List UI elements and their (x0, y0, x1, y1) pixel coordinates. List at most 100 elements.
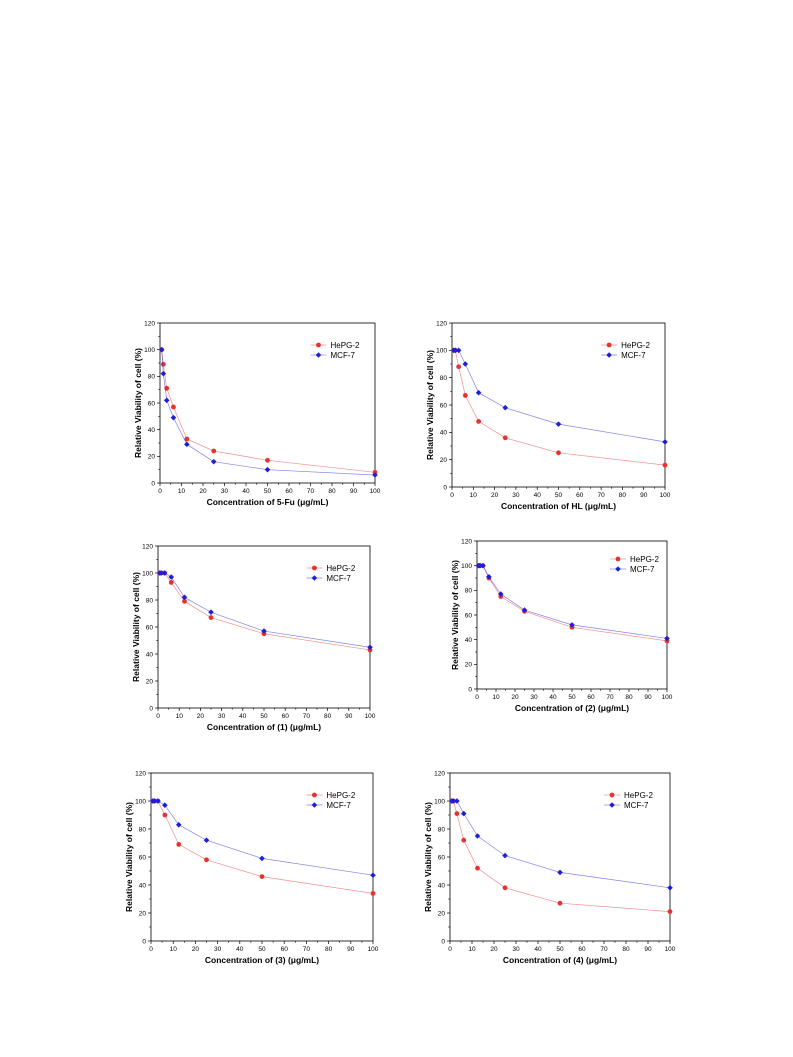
y-tick-label: 100 (142, 570, 153, 577)
data-point-mcf-7 (203, 837, 210, 843)
legend-marker-hepg-2 (312, 565, 317, 571)
x-axis-label: Concentration of (3) (μg/mL) (205, 955, 319, 965)
x-tick-label: 70 (303, 946, 311, 953)
x-tick-label: 0 (149, 946, 153, 953)
data-point-hepg-2 (162, 812, 168, 818)
y-tick-label: 120 (434, 770, 445, 777)
x-tick-label: 40 (239, 713, 247, 720)
x-tick-label: 0 (448, 946, 452, 953)
x-tick-label: 90 (345, 713, 353, 720)
y-tick-label: 120 (461, 538, 472, 545)
data-point-mcf-7 (502, 404, 509, 411)
y-tick-label: 20 (465, 662, 473, 669)
x-tick-label: 0 (450, 492, 454, 499)
legend-label-hepg-2: HePG-2 (326, 791, 355, 800)
data-point-hepg-2 (176, 842, 182, 847)
y-tick-label: 40 (438, 882, 446, 889)
y-tick-label: 20 (139, 910, 147, 917)
y-tick-label: 60 (148, 400, 156, 407)
legend-marker-mcf-7 (311, 802, 318, 808)
series-line-hepg-2 (451, 800, 671, 912)
data-point-mcf-7 (557, 869, 563, 876)
data-point-mcf-7 (170, 414, 177, 421)
x-axis-label: Concentration of (2) (μg/mL) (515, 703, 629, 713)
y-tick-label: 20 (438, 910, 446, 917)
data-point-hepg-2 (476, 419, 482, 424)
x-tick-label: 10 (468, 946, 476, 953)
x-tick-label: 30 (221, 488, 229, 495)
data-point-hepg-2 (556, 450, 561, 456)
data-point-mcf-7 (667, 885, 673, 891)
data-point-mcf-7 (502, 852, 508, 859)
y-tick-label: 100 (144, 347, 155, 354)
data-point-hepg-2 (160, 361, 166, 367)
x-tick-label: 90 (640, 492, 648, 499)
data-point-hepg-2 (184, 436, 190, 442)
x-tick-label: 90 (350, 488, 358, 495)
chart-panel-5fu: 0 10 20 30 40 50 60 70 80 90 100 0 20 40 60 80 100 120 Con… (133, 320, 381, 507)
data-point-hepg-2 (211, 448, 217, 454)
legend-marker-mcf-7 (609, 802, 615, 808)
series-line-hepg-2 (453, 349, 666, 466)
legend-marker-mcf-7 (615, 566, 621, 572)
x-tick-label: 0 (156, 713, 160, 720)
chart-panel-4: 0 10 20 30 40 50 60 70 80 90 100 0 20 40 60 80 100 120 Con… (423, 770, 676, 965)
y-tick-label: 80 (438, 826, 446, 833)
x-tick-label: 60 (285, 488, 293, 495)
y-axis-label: Relative Viability of cell (%) (450, 560, 460, 670)
legend-label-hepg-2: HePG-2 (630, 555, 659, 564)
legend-label-hepg-2: HePG-2 (624, 791, 653, 800)
x-tick-label: 10 (492, 694, 500, 701)
x-tick-label: 30 (512, 946, 520, 953)
data-point-mcf-7 (486, 573, 492, 580)
series-line-hepg-2 (161, 349, 376, 473)
data-point-hepg-2 (171, 404, 176, 410)
x-tick-label: 20 (199, 488, 207, 495)
x-tick-label: 80 (324, 713, 332, 720)
y-tick-label: 0 (149, 705, 153, 712)
x-tick-label: 10 (170, 946, 178, 953)
x-tick-label: 100 (370, 488, 381, 495)
legend-marker-hepg-2 (316, 342, 321, 348)
y-tick-label: 120 (436, 320, 447, 327)
data-point-mcf-7 (475, 389, 482, 396)
legend-label-hepg-2: HePG-2 (326, 564, 355, 573)
data-point-mcf-7 (184, 441, 190, 448)
y-tick-label: 20 (148, 454, 156, 461)
y-tick-label: 120 (142, 543, 153, 550)
x-tick-label: 50 (555, 492, 563, 499)
data-point-hepg-2 (502, 885, 508, 891)
chart-panel-1: 0 10 20 30 40 50 60 70 80 90 100 0 20 40 60 80 100 120 Con… (131, 543, 376, 732)
legend-label-mcf-7: MCF-7 (630, 565, 655, 574)
x-tick-label: 80 (328, 488, 336, 495)
y-tick-label: 20 (146, 678, 154, 685)
y-axis-label: Relative Viability of cell (%) (131, 572, 141, 682)
x-tick-label: 80 (622, 946, 630, 953)
y-tick-label: 100 (436, 348, 447, 355)
x-tick-label: 20 (192, 946, 200, 953)
y-tick-label: 80 (440, 375, 448, 382)
y-tick-label: 100 (135, 798, 146, 805)
x-tick-label: 50 (568, 694, 576, 701)
y-tick-label: 120 (144, 320, 155, 327)
y-tick-label: 80 (139, 826, 147, 833)
data-point-mcf-7 (158, 346, 165, 353)
data-point-hepg-2 (259, 874, 265, 879)
data-point-mcf-7 (460, 810, 467, 817)
legend-label-mcf-7: MCF-7 (621, 351, 646, 360)
legend-label-mcf-7: MCF-7 (624, 801, 649, 810)
data-point-mcf-7 (259, 855, 265, 862)
legend-marker-mcf-7 (315, 352, 322, 358)
legend-marker-hepg-2 (312, 792, 317, 798)
series-line-mcf-7 (453, 349, 666, 443)
data-point-mcf-7 (168, 574, 175, 580)
y-tick-label: 60 (139, 854, 147, 861)
data-point-hepg-2 (265, 457, 270, 463)
y-tick-label: 40 (139, 882, 147, 889)
data-point-mcf-7 (370, 872, 376, 878)
x-axis-label: Concentration of HL (μg/mL) (501, 501, 616, 511)
x-tick-label: 30 (530, 694, 538, 701)
legend-marker-mcf-7 (311, 575, 318, 581)
x-tick-label: 20 (511, 694, 519, 701)
y-tick-label: 60 (146, 624, 154, 631)
